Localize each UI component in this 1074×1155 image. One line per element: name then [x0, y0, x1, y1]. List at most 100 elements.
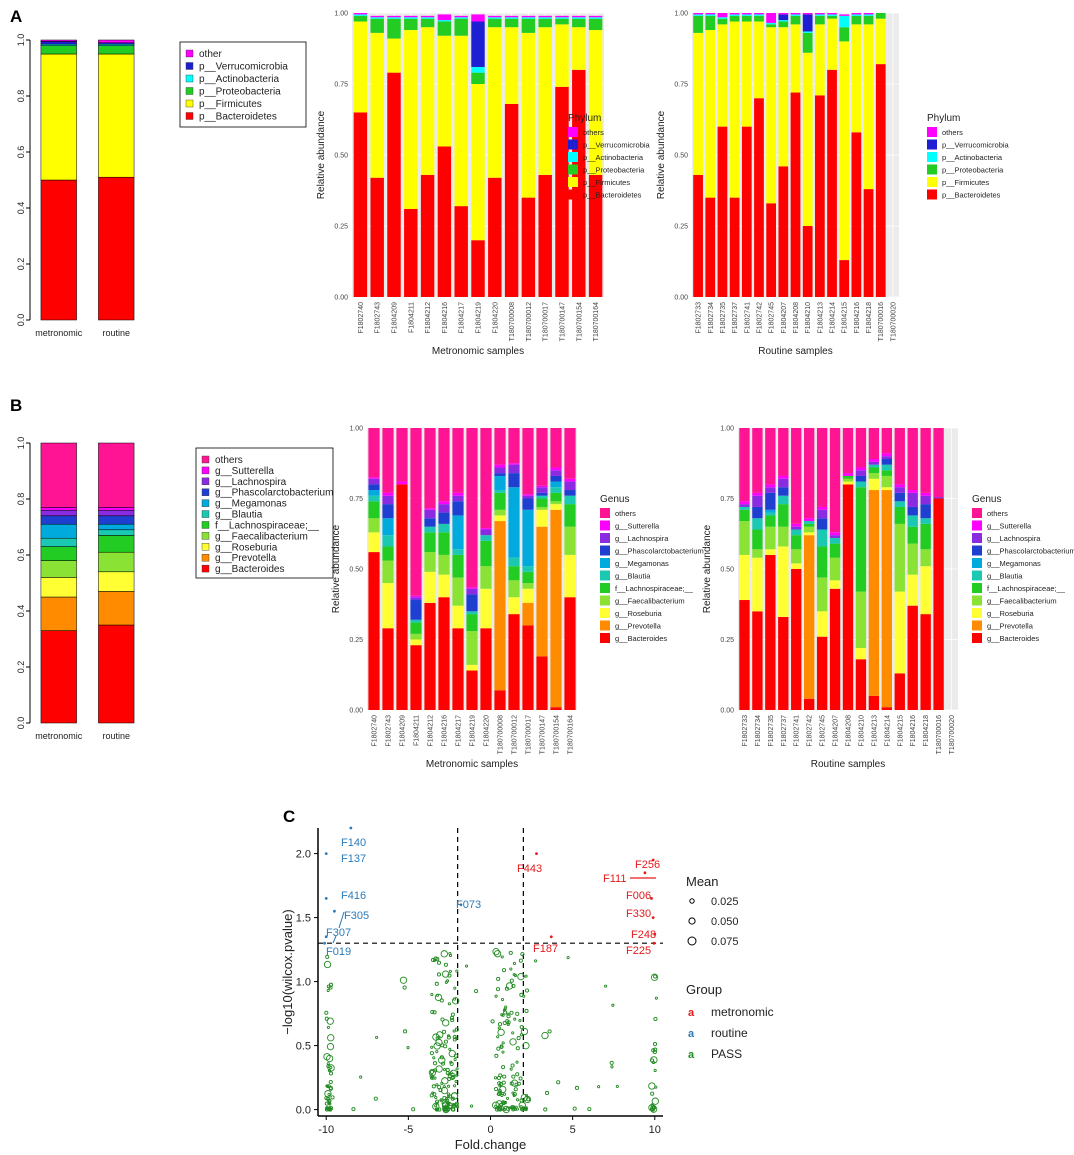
pass-point: [522, 1042, 530, 1050]
legend-swatch: [201, 510, 210, 518]
legend-title: Phylum: [927, 113, 960, 124]
legend-swatch: [972, 545, 982, 556]
bar-segment: [814, 15, 825, 25]
legend-swatch: [201, 543, 210, 551]
x-axis-title: Metronomic samples: [432, 346, 524, 357]
pass-point: [330, 1095, 335, 1100]
bar-segment: [370, 17, 384, 19]
bar-segment: [564, 490, 576, 496]
chart-a-summary: 0.0 0.2 0.4 0.6 0.8 1.0 metronomic routine other…: [16, 34, 307, 338]
legend-key-glyph: a: [688, 1007, 695, 1019]
x-tick-label: F1802737: [732, 302, 739, 334]
pass-point: [497, 1088, 502, 1094]
bar-segment: [368, 477, 380, 479]
bar-segment: [420, 18, 435, 28]
bar-segment: [894, 492, 905, 502]
chart-a-metronomic: 0.00 0.25 0.50 0.75 1.00 F1802740 F1802743 F180…: [316, 11, 651, 358]
x-tick-label: F1804212: [425, 302, 432, 334]
bar-segment: [572, 15, 586, 18]
pass-point: [653, 974, 658, 979]
pass-point: [435, 1107, 439, 1111]
x-tick-label: T180700008: [498, 715, 505, 754]
bar-segment: [765, 509, 776, 513]
bar-segment: [40, 53, 77, 181]
x-tick-label: F1802735: [768, 715, 775, 747]
bar-segment: [368, 490, 380, 496]
bar-segment: [98, 509, 135, 517]
bar-segment: [816, 509, 828, 519]
bar-segment: [437, 35, 452, 147]
bar-segment: [550, 481, 562, 488]
point-label: F256: [635, 859, 660, 871]
pass-point: [511, 1074, 516, 1079]
bar-segment: [387, 15, 401, 18]
bar-segment: [739, 521, 750, 555]
pass-point: [442, 1096, 447, 1101]
chart-c-volcano: -10 -5 0 5 10 0.0 0.5 1.0 1.5 2.0 Fold.change −log1…: [280, 826, 774, 1152]
bar-segment: [705, 15, 716, 31]
panel-label-a: A: [10, 7, 22, 26]
x-tick-label: T180700012: [512, 715, 519, 754]
bar-segment: [98, 624, 135, 724]
legend-label: p__Proteobacteria: [583, 166, 645, 175]
bar-segment: [564, 481, 576, 491]
bar-segment: [920, 518, 931, 524]
y-axis-title: −log10(wilcox.pvalue): [280, 909, 295, 1034]
pass-point: [501, 1101, 505, 1106]
bar-segment: [881, 470, 892, 476]
pass-point: [515, 1011, 520, 1016]
bar-segment: [368, 501, 380, 519]
bar-segment: [816, 611, 828, 637]
pass-point: [498, 1082, 503, 1087]
pass-point: [432, 1056, 436, 1060]
y-tick-label: 0.4: [16, 605, 26, 618]
x-category-label: metronomic: [35, 731, 83, 741]
bar-segment: [868, 428, 880, 460]
bar-segment: [522, 602, 534, 626]
legend-swatch: [927, 164, 937, 175]
pass-point: [520, 952, 525, 957]
bar-segment: [550, 470, 562, 476]
bar-segment: [555, 86, 569, 297]
bar-segment: [804, 526, 815, 533]
pass-point: [515, 1098, 520, 1102]
pass-point: [432, 1033, 440, 1041]
x-tick-label: F1804211: [408, 302, 415, 333]
x-tick-label: F1804213: [817, 302, 824, 334]
pass-point: [324, 1101, 329, 1106]
bar-segment: [471, 240, 485, 297]
pass-point: [566, 956, 570, 960]
bar-segment: [370, 15, 384, 18]
bar-segment: [508, 487, 520, 558]
legend-label: p__Bacteroidetes: [199, 112, 277, 123]
pass-point: [515, 1060, 519, 1064]
bar-segment: [920, 523, 931, 550]
bar-segment: [438, 554, 450, 575]
bar-segment: [741, 21, 752, 127]
pass-point: [447, 1094, 452, 1099]
pass-point: [327, 1068, 331, 1073]
bar-segment: [410, 645, 422, 710]
labeled-point: [459, 903, 463, 907]
bar-segment: [494, 521, 506, 691]
bar-segment: [588, 17, 603, 19]
bar-segment: [739, 506, 750, 510]
bar-segment: [508, 463, 520, 465]
bar-segment: [851, 13, 862, 15]
bar-segment: [382, 546, 394, 561]
bar-segment: [851, 15, 862, 25]
bar-segment: [504, 18, 519, 28]
legend-label: p__Proteobacteria: [942, 166, 1004, 175]
x-tick-label: F1804210: [805, 302, 812, 334]
pass-point: [443, 962, 449, 967]
pass-point: [439, 998, 444, 1003]
pass-point: [431, 1084, 436, 1089]
bar-segment: [739, 428, 750, 502]
bar-segment: [471, 72, 485, 84]
x-tick-label: F1802737: [781, 715, 788, 747]
labeled-point: [652, 941, 656, 945]
pass-point: [526, 1097, 531, 1102]
pass-point: [524, 1108, 528, 1112]
bar-segment: [98, 507, 135, 511]
legend-label: others: [215, 455, 243, 466]
